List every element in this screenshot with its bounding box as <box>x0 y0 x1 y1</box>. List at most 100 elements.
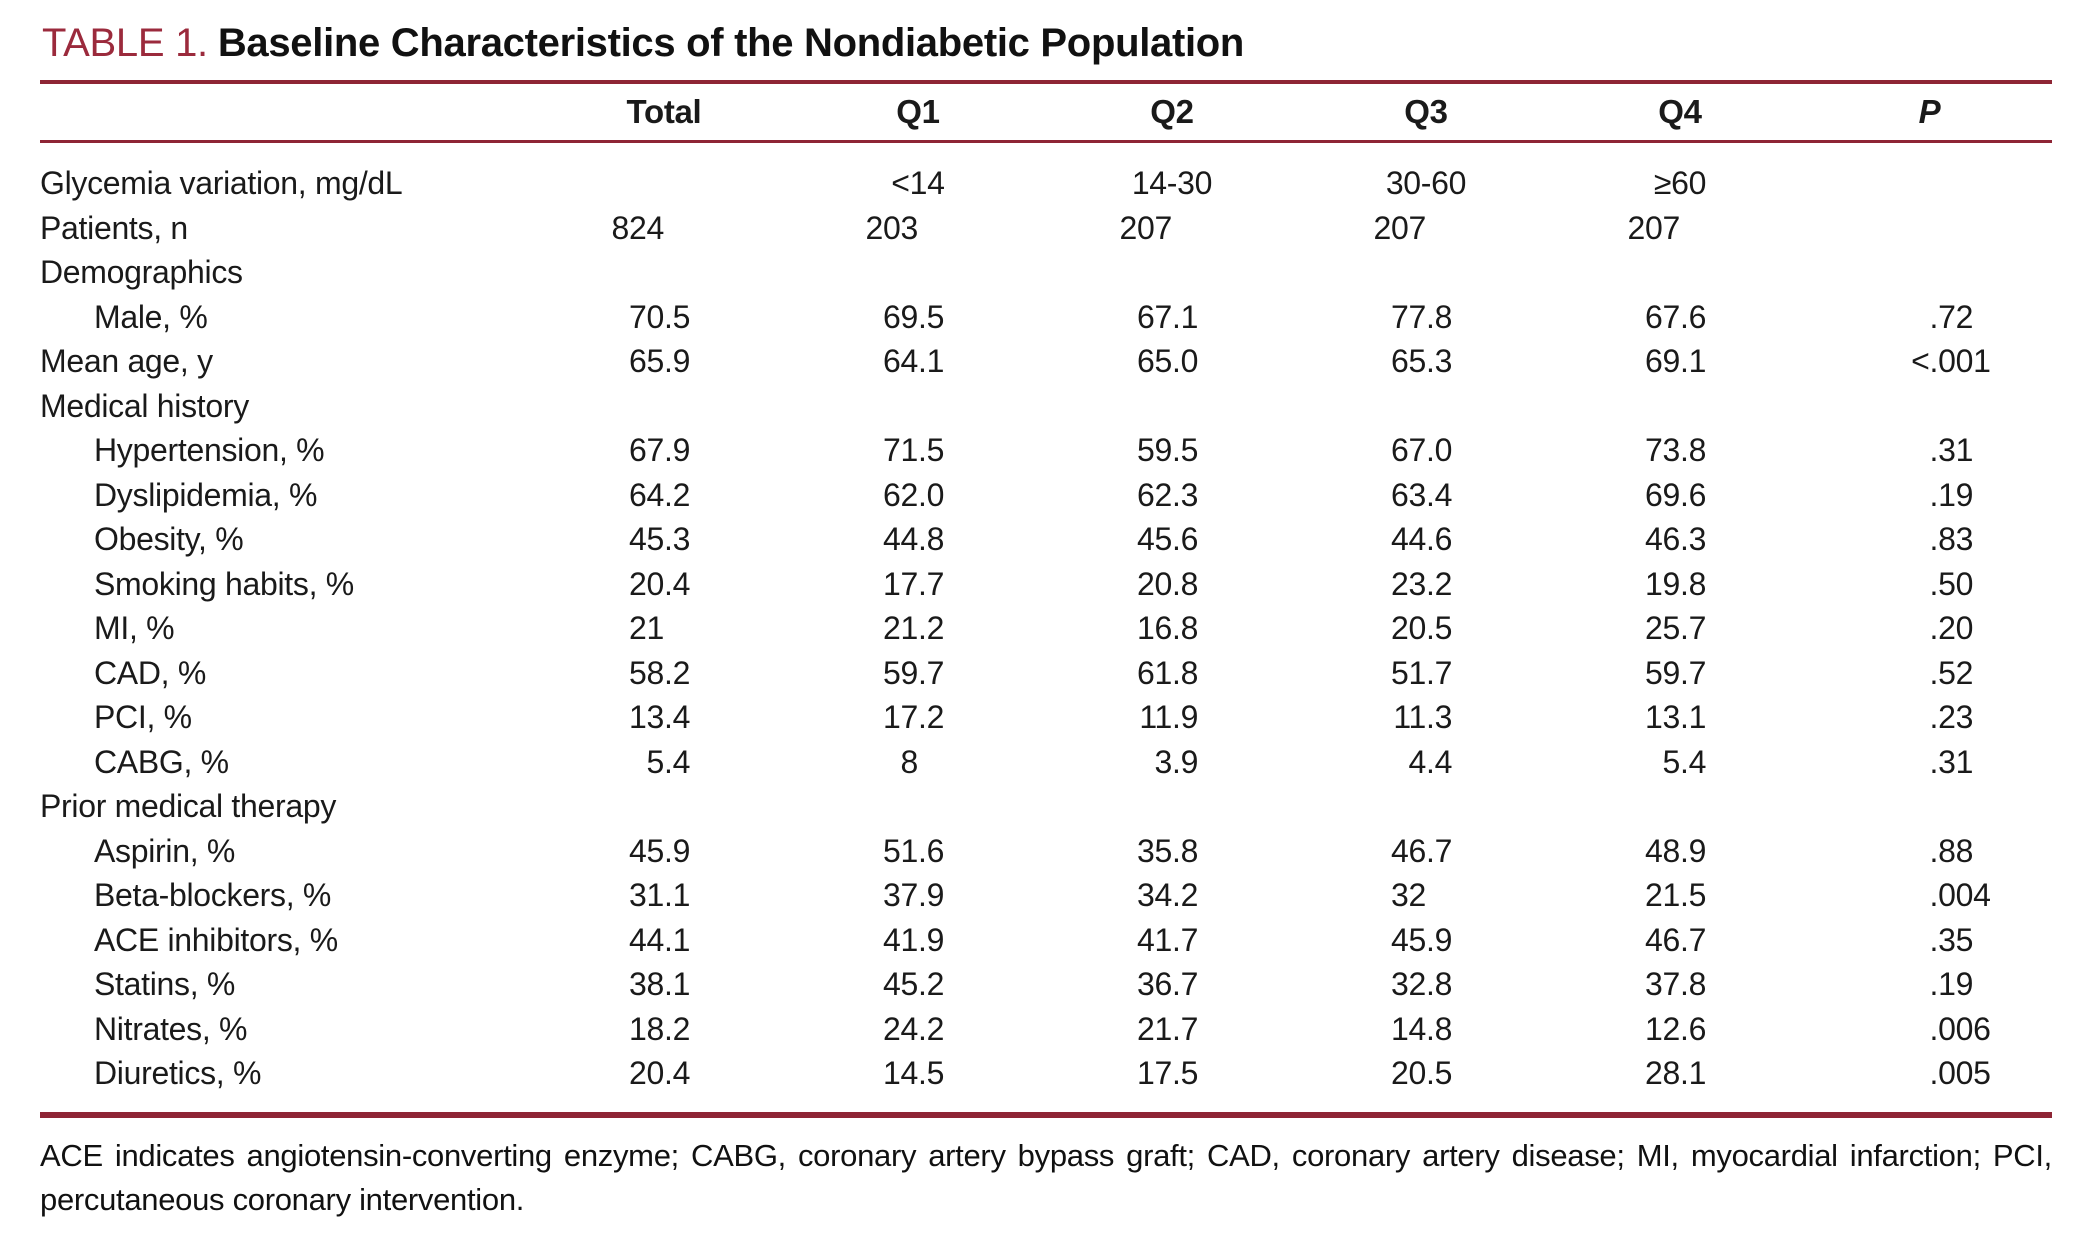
value-cell: 8 <box>900 743 919 780</box>
table-title: TABLE 1. Baseline Characteristics of the … <box>40 14 2052 80</box>
table-row: Nitrates, % 18.2 24.2 21.7 14.8 12.6 .006 <box>40 1007 2052 1052</box>
bottom-rule <box>40 1111 2052 1118</box>
value-cell: 18.2 <box>629 1010 691 1047</box>
value-cell: 5.4 <box>1662 743 1707 780</box>
value-cell: 207 <box>1373 209 1427 246</box>
table-row: Patients, n 824 203 207 207 207 <box>40 206 2052 251</box>
value-cell: 65.9 <box>629 343 691 379</box>
value-cell: 69.5 <box>883 298 945 335</box>
value-cell: 20.5 <box>1391 610 1453 646</box>
value-cell: .50 <box>1929 565 1974 602</box>
value-cell: 824 <box>611 209 665 246</box>
value-cell: 64.2 <box>629 476 691 513</box>
table-row: Smoking habits, % 20.4 17.7 20.8 23.2 19.8 .50 <box>40 562 2052 607</box>
value-cell: 46.7 <box>1391 832 1453 869</box>
row-label: Glycemia variation, mg/dL <box>40 165 403 201</box>
value-cell: .19 <box>1929 966 1974 1002</box>
value-cell: 38.1 <box>629 966 691 1002</box>
col-header-q2: Q2 <box>1150 93 1194 130</box>
value-cell: 5.4 <box>646 743 691 780</box>
value-cell: 20.5 <box>1391 1055 1453 1091</box>
table-row: MI, % 21 21.2 16.8 20.5 25.7 .20 <box>40 606 2052 651</box>
row-label: Nitrates, % <box>94 1010 248 1047</box>
value-cell: 17.5 <box>1137 1055 1199 1091</box>
value-cell: 17.2 <box>883 699 945 735</box>
value-cell: 51.7 <box>1391 654 1453 691</box>
value-cell: 69.1 <box>1645 343 1707 379</box>
table-row: Hypertension, % 67.9 71.5 59.5 67.0 73.8 .31 <box>40 428 2052 473</box>
value-cell: .20 <box>1929 610 1974 646</box>
value-cell: 67.6 <box>1645 298 1707 335</box>
value-cell: 45.6 <box>1137 521 1199 557</box>
value-cell: .006 <box>1929 1010 1991 1047</box>
row-label: Patients, n <box>40 209 188 246</box>
row-label: CABG, % <box>94 743 229 780</box>
value-cell: 13.1 <box>1645 699 1707 735</box>
value-cell: 62.3 <box>1137 476 1199 513</box>
value-cell: 41.9 <box>883 921 945 958</box>
value-cell: 64.1 <box>883 343 945 379</box>
value-cell: 67.0 <box>1391 432 1453 468</box>
row-label: Beta-blockers, % <box>94 877 332 913</box>
table-row: Glycemia variation, mg/dL <14 14-30 30-60 ≥6… <box>40 161 2052 206</box>
value-cell: 69.6 <box>1645 476 1707 513</box>
value-cell: 45.9 <box>629 832 691 869</box>
value-cell: 63.4 <box>1391 476 1453 513</box>
value-cell: 19.8 <box>1645 565 1707 602</box>
value-cell: 61.8 <box>1137 654 1199 691</box>
value-cell: 44.8 <box>883 521 945 557</box>
value-cell: 20.4 <box>629 1055 691 1091</box>
value-cell: 3.9 <box>1154 743 1199 780</box>
row-label: Hypertension, % <box>94 432 325 468</box>
value-cell: 41.7 <box>1137 921 1199 958</box>
value-cell: 77.8 <box>1391 298 1453 335</box>
value-cell: < .001 <box>1911 343 1991 379</box>
value-cell: 62.0 <box>883 476 945 513</box>
value-cell: 45.9 <box>1391 921 1453 958</box>
value-cell: 21.5 <box>1645 877 1707 913</box>
value-cell: 59.7 <box>883 654 945 691</box>
table-row: ACE inhibitors, % 44.1 41.9 41.7 45.9 46.7 .35 <box>40 918 2052 963</box>
value-cell: .52 <box>1929 654 1974 691</box>
table-row: Statins, % 38.1 45.2 36.7 32.8 37.8 .19 <box>40 962 2052 1007</box>
section-row: Prior medical therapy <box>40 784 2052 829</box>
row-label: Aspirin, % <box>94 832 236 869</box>
value-cell: 46.3 <box>1645 521 1707 557</box>
value-cell: 207 <box>1119 209 1173 246</box>
value-cell: 34.2 <box>1137 877 1199 913</box>
value-cell: 21.7 <box>1137 1010 1199 1047</box>
value-cell: 16.8 <box>1137 610 1199 646</box>
value-cell: 11.3 <box>1393 699 1453 735</box>
value-cell: 73.8 <box>1645 432 1707 468</box>
value-cell: 12.6 <box>1645 1010 1707 1047</box>
table-caption: Baseline Characteristics of the Nondiabe… <box>217 21 1245 65</box>
value-cell: .72 <box>1929 298 1974 335</box>
value-cell: 20.4 <box>629 565 691 602</box>
value-cell: 44.1 <box>629 921 691 958</box>
value-cell: 14.5 <box>883 1055 945 1091</box>
value-cell: 203 <box>865 209 919 246</box>
row-label: Statins, % <box>94 966 236 1002</box>
section-row: Medical history <box>40 384 2052 429</box>
value-cell: 58.2 <box>629 654 691 691</box>
value-cell: 59.5 <box>1137 432 1199 468</box>
section-row: Demographics <box>40 250 2052 295</box>
value-cell: 51.6 <box>883 832 945 869</box>
value-cell: 17.7 <box>883 565 945 602</box>
col-header-p: P <box>1918 93 1941 130</box>
value-cell: 59.7 <box>1645 654 1707 691</box>
value-cell: 207 <box>1627 209 1681 246</box>
value-cell: 65.0 <box>1137 343 1199 379</box>
value-cell: 21.2 <box>883 610 945 646</box>
table-number: TABLE 1. <box>42 21 208 65</box>
value-cell: 45.2 <box>883 966 945 1002</box>
section-label: Demographics <box>40 254 243 290</box>
value-cell: .31 <box>1929 432 1974 468</box>
value-cell: 48.9 <box>1645 832 1707 869</box>
value-cell: 24.2 <box>883 1010 945 1047</box>
value-cell: 30-60 <box>1385 165 1467 201</box>
value-cell: 45.3 <box>629 521 691 557</box>
value-cell: .83 <box>1929 521 1974 557</box>
value-cell: <14 <box>891 165 945 201</box>
value-cell: 21 <box>629 610 664 646</box>
